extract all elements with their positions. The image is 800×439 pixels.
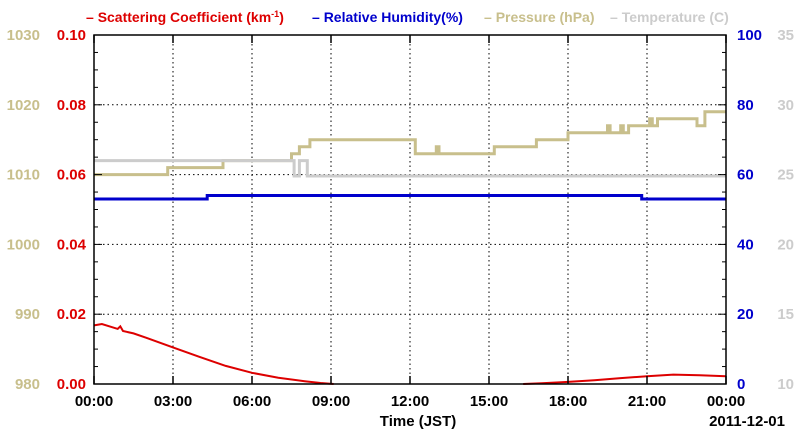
legend-item-scattering: – Scattering Coefficient (km-1) (86, 9, 284, 25)
legend-item-pressure: – Pressure (hPa) (484, 9, 595, 25)
humidity-axis-tick-label: 20 (737, 306, 754, 323)
plot-frame (93, 34, 727, 385)
temperature-axis-tick-label: 35 (777, 27, 794, 44)
pressure-axis-tick-label: 1000 (7, 236, 40, 253)
date-label: 2011-12-01 (709, 413, 785, 430)
temperature-axis-tick-label: 10 (777, 376, 794, 393)
temperature-axis-tick-label: 25 (777, 167, 794, 184)
pressure-axis-tick-label: 1030 (7, 27, 40, 44)
x-tick-label: 00:00 (707, 393, 745, 410)
scattering-axis-tick-label: 0.06 (57, 167, 86, 184)
pressure-axis-tick-label: 1010 (7, 167, 40, 184)
legend-item-temperature: – Temperature (C) (610, 9, 729, 25)
series-layer (93, 110, 727, 385)
x-tick-label: 00:00 (75, 393, 113, 410)
humidity-axis-tick-label: 100 (737, 27, 762, 44)
humidity-axis-tick-label: 60 (737, 167, 754, 184)
pressure-axis-tick-label: 1020 (7, 97, 40, 114)
temperature-axis-tick-label: 15 (777, 306, 794, 323)
series-line-pressure (94, 110, 726, 177)
axes-layer: 00:00 03:00 06:00 09:00 12:00 15:00 18:00 21:00… (7, 27, 794, 410)
humidity-axis-tick-label: 0 (737, 376, 745, 393)
scattering-axis-tick-label: 0.10 (57, 27, 86, 44)
x-tick-label: 12:00 (391, 393, 429, 410)
scattering-axis-tick-label: 0.04 (57, 236, 87, 253)
series-line-temperature (94, 159, 726, 178)
grid (94, 35, 726, 384)
series-line-scattering-segment-2 (523, 373, 727, 385)
humidity-axis-tick-label: 40 (737, 236, 754, 253)
legend: – Scattering Coefficient (km-1) – Relati… (86, 9, 729, 25)
legend-item-humidity: – Relative Humidity(%) (312, 9, 463, 25)
pressure-axis-tick-label: 990 (15, 306, 40, 323)
humidity-axis-tick-label: 80 (737, 97, 754, 114)
scattering-axis-tick-label: 0.00 (57, 376, 86, 393)
x-axis-label: Time (JST) (380, 413, 456, 430)
x-tick-label: 06:00 (233, 393, 271, 410)
x-tick-label: 18:00 (549, 393, 587, 410)
x-tick-label: 03:00 (154, 393, 192, 410)
scattering-axis-tick-label: 0.02 (57, 306, 86, 323)
temperature-axis-tick-label: 20 (777, 236, 794, 253)
x-tick-label: 15:00 (470, 393, 508, 410)
series-line-scattering (93, 322, 334, 385)
x-tick-label: 21:00 (628, 393, 666, 410)
series-line-humidity (94, 194, 726, 201)
scattering-axis-tick-label: 0.08 (57, 97, 86, 114)
temperature-axis-tick-label: 30 (777, 97, 794, 114)
x-tick-label: 09:00 (312, 393, 350, 410)
pressure-axis-tick-label: 980 (15, 376, 40, 393)
